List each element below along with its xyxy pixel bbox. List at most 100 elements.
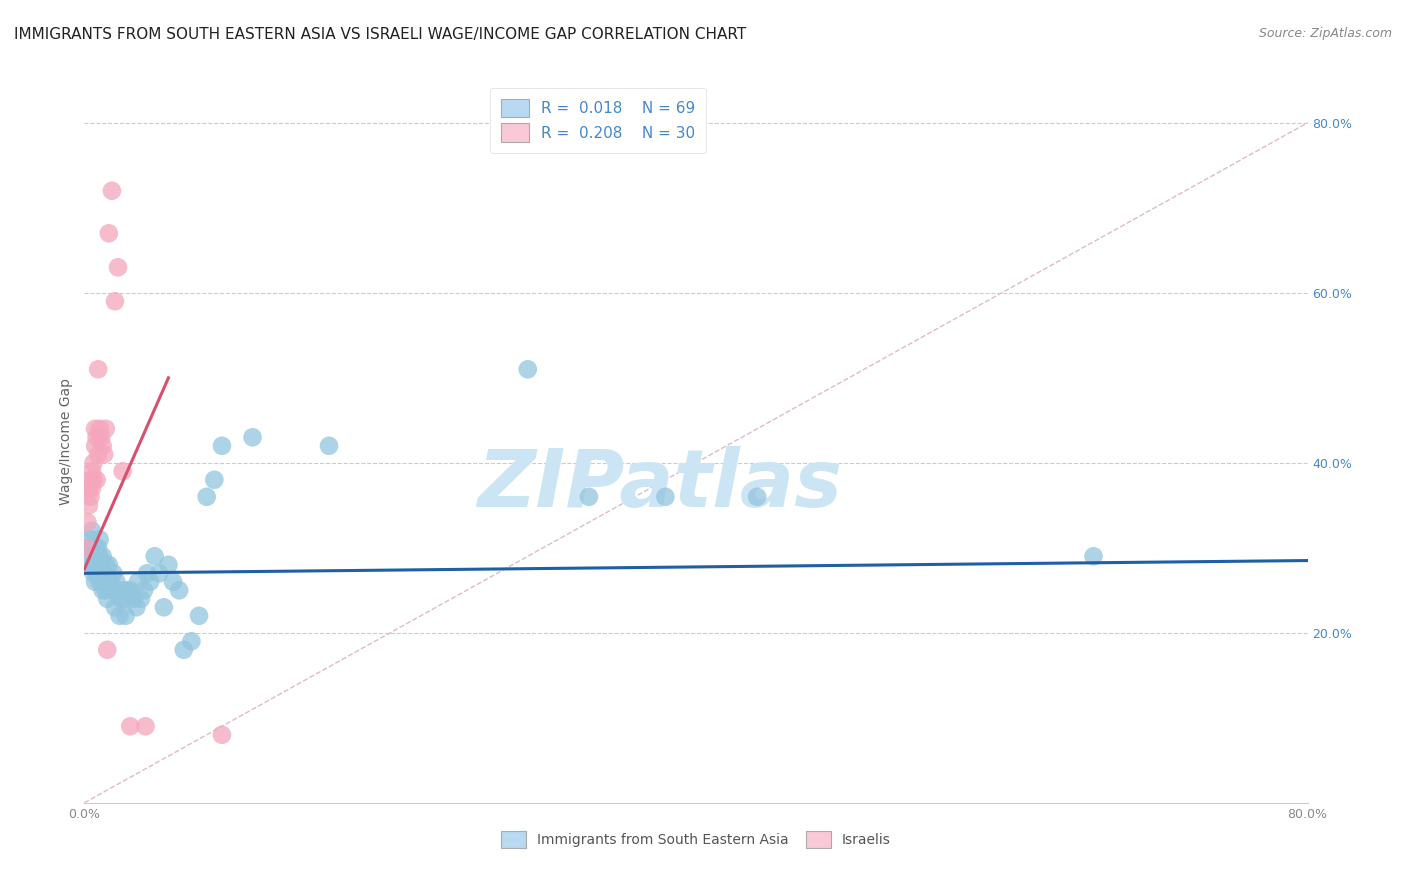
Point xyxy=(242,430,264,444)
Point xyxy=(80,558,103,572)
Point xyxy=(101,583,124,598)
Point xyxy=(90,558,112,572)
Point xyxy=(97,227,120,241)
Point xyxy=(87,566,110,581)
Point xyxy=(79,533,101,547)
Point xyxy=(76,541,98,555)
Point xyxy=(162,574,184,589)
Point xyxy=(89,533,111,547)
Point xyxy=(80,541,103,555)
Point xyxy=(87,362,110,376)
Point xyxy=(125,600,148,615)
Point xyxy=(89,422,111,436)
Point xyxy=(1083,549,1105,564)
Point xyxy=(89,549,111,564)
Point xyxy=(83,566,105,581)
Point xyxy=(115,583,138,598)
Point xyxy=(83,456,105,470)
Y-axis label: Wage/Income Gap: Wage/Income Gap xyxy=(59,378,73,505)
Point xyxy=(167,583,190,598)
Point xyxy=(120,583,142,598)
Point xyxy=(96,642,118,657)
Text: ZIPatlas: ZIPatlas xyxy=(477,446,842,524)
Point xyxy=(90,430,112,444)
Point xyxy=(93,566,115,581)
Point xyxy=(195,490,218,504)
Point xyxy=(103,566,125,581)
Point xyxy=(75,541,97,555)
Point xyxy=(86,473,108,487)
Point xyxy=(87,447,110,461)
Point xyxy=(86,430,108,444)
Point xyxy=(96,566,118,581)
Point xyxy=(97,558,120,572)
Point xyxy=(79,490,101,504)
Point xyxy=(94,558,117,572)
Point xyxy=(188,608,211,623)
Point xyxy=(84,558,107,572)
Point xyxy=(202,473,225,487)
Point xyxy=(77,481,100,495)
Point xyxy=(93,447,115,461)
Point xyxy=(104,600,127,615)
Point xyxy=(132,583,155,598)
Point xyxy=(111,464,134,478)
Point xyxy=(86,566,108,581)
Point xyxy=(80,464,103,478)
Point xyxy=(84,422,107,436)
Point xyxy=(107,583,129,598)
Point xyxy=(91,583,114,598)
Point xyxy=(747,490,769,504)
Point xyxy=(84,574,107,589)
Point xyxy=(87,541,110,555)
Point xyxy=(94,422,117,436)
Point xyxy=(129,591,152,606)
Point xyxy=(114,608,136,623)
Point xyxy=(98,574,121,589)
Point xyxy=(96,591,118,606)
Point xyxy=(89,574,111,589)
Point xyxy=(143,549,166,564)
Point xyxy=(80,524,103,538)
Point xyxy=(654,490,676,504)
Point xyxy=(90,566,112,581)
Point xyxy=(139,574,162,589)
Point xyxy=(148,566,170,581)
Point xyxy=(80,481,103,495)
Legend: Immigrants from South Eastern Asia, Israelis: Immigrants from South Eastern Asia, Isra… xyxy=(496,826,896,854)
Point xyxy=(136,566,159,581)
Point xyxy=(211,728,233,742)
Point xyxy=(173,642,195,657)
Point xyxy=(111,583,134,598)
Point xyxy=(76,516,98,530)
Point xyxy=(108,608,131,623)
Point xyxy=(318,439,340,453)
Point xyxy=(120,719,142,733)
Point xyxy=(135,719,157,733)
Point xyxy=(77,549,100,564)
Point xyxy=(86,549,108,564)
Point xyxy=(110,591,132,606)
Point xyxy=(94,583,117,598)
Point xyxy=(211,439,233,453)
Point xyxy=(157,558,180,572)
Point xyxy=(79,473,101,487)
Point xyxy=(83,549,105,564)
Point xyxy=(101,184,124,198)
Point xyxy=(93,574,115,589)
Point xyxy=(104,294,127,309)
Point xyxy=(516,362,538,376)
Point xyxy=(127,574,149,589)
Point xyxy=(107,260,129,275)
Point xyxy=(83,473,105,487)
Point xyxy=(112,591,135,606)
Point xyxy=(105,574,128,589)
Point xyxy=(180,634,202,648)
Point xyxy=(91,439,114,453)
Point xyxy=(153,600,176,615)
Point xyxy=(578,490,600,504)
Point xyxy=(91,549,114,564)
Text: Source: ZipAtlas.com: Source: ZipAtlas.com xyxy=(1258,27,1392,40)
Point xyxy=(84,541,107,555)
Point xyxy=(84,439,107,453)
